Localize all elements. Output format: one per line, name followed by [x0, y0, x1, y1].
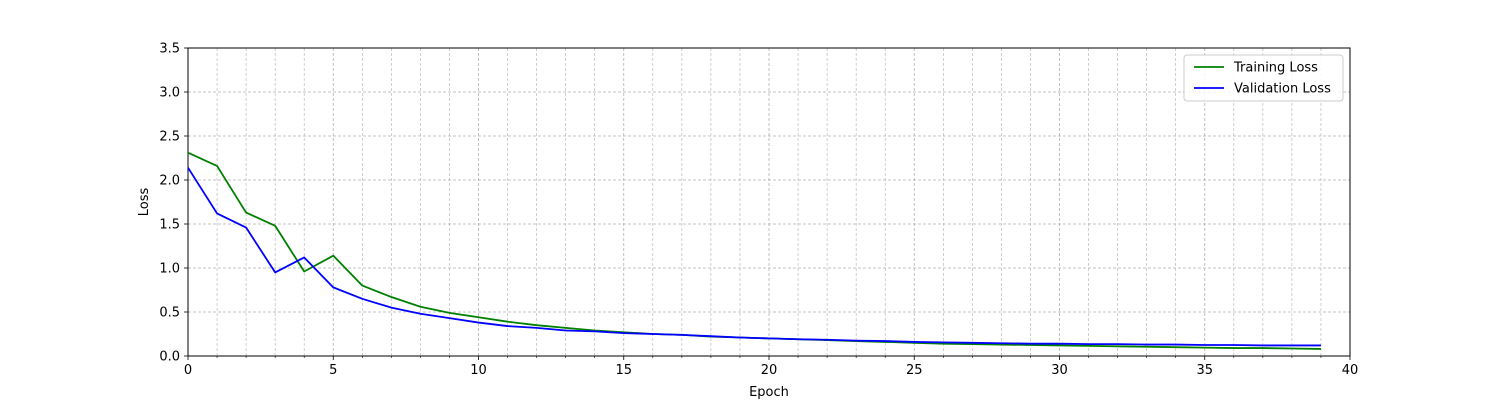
x-tick-label: 20: [761, 363, 778, 378]
y-tick-label: 0.5: [159, 306, 180, 321]
x-tick-label: 25: [906, 363, 923, 378]
series-line-validation-loss: [187, 167, 1321, 347]
series-line-training-loss: [187, 151, 1321, 350]
x-tick-label: 0: [184, 363, 192, 378]
x-tick-label: 30: [1051, 363, 1068, 378]
y-tick-label: 3.0: [159, 86, 180, 101]
series: [187, 151, 1321, 350]
x-tick-label: 15: [615, 363, 632, 378]
y-axis-label: Loss: [137, 188, 152, 217]
x-axis-label: Epoch: [749, 385, 789, 400]
axis-ticks: 0 5 10 15 20 25 30 35 40 0.0 0.5 1.0 1.5 2.0 2.5 3.0 3.5: [159, 42, 1358, 379]
x-tick-label: 10: [470, 363, 487, 378]
y-tick-label: 1.5: [159, 218, 180, 233]
x-tick-label: 35: [1196, 363, 1213, 378]
y-tick-label: 2.5: [159, 130, 180, 145]
y-tick-label: 3.5: [159, 42, 180, 57]
x-tick-label: 40: [1342, 363, 1359, 378]
grid: [188, 48, 1350, 356]
legend: Training Loss Validation Loss: [1183, 54, 1344, 102]
x-tick-label: 5: [329, 363, 337, 378]
y-tick-label: 0.0: [159, 350, 180, 365]
legend-label-training-loss: Training Loss: [1233, 61, 1318, 76]
y-tick-label: 1.0: [159, 262, 180, 277]
y-tick-label: 2.0: [159, 174, 180, 189]
legend-label-validation-loss: Validation Loss: [1234, 82, 1331, 97]
